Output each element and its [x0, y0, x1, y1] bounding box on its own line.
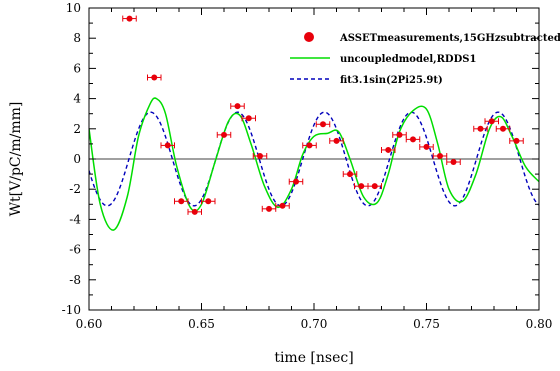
measurement-point [477, 125, 484, 132]
measurement-point [396, 131, 403, 138]
measurement-point [437, 152, 443, 159]
measurement-point [126, 15, 133, 22]
y-tick-label: -2 [69, 182, 81, 196]
y-tick-label: -6 [69, 243, 81, 257]
measurement-point [266, 205, 272, 212]
measurement-point [178, 198, 185, 205]
measurement-point [320, 121, 326, 128]
axes: -10 -8 -6 -4 -2 0 2 4 6 8 10 0.60 0.65 0.70 0.75 0.80 [62, 1, 553, 331]
x-tick-label: 0.80 [526, 317, 553, 331]
x-tick-label: 0.60 [76, 317, 103, 331]
legend-label-fit: fit3.1sin(2Pi25.9t) [340, 75, 443, 86]
measurement-point [245, 115, 252, 122]
y-tick-label: 2 [73, 122, 81, 136]
measurement-point [385, 146, 392, 153]
y-axis-label: Wt[V/pC/m/mm] [8, 102, 24, 217]
legend: ASSETmeasurements,15GHzsubtracted uncoup… [290, 32, 560, 86]
measurement-point [234, 103, 241, 110]
measurement-point [333, 137, 340, 144]
y-tick-label: 0 [73, 152, 81, 166]
measurement-point [164, 142, 171, 149]
measurement-point [306, 142, 313, 149]
measurement-point [221, 131, 227, 138]
x-tick-label: 0.75 [413, 317, 440, 331]
measurement-point [488, 118, 495, 125]
x-tick-label: 0.70 [301, 317, 328, 331]
measurement-point [205, 198, 212, 205]
y-tick-label: 8 [73, 31, 81, 45]
x-tick-label: 0.65 [188, 317, 215, 331]
measurement-point [410, 136, 416, 143]
y-tick-label: 4 [73, 92, 81, 106]
measurement-point [500, 125, 506, 132]
measurement-point [423, 143, 430, 150]
y-tick-label: -8 [69, 273, 81, 287]
x-axis-label: time [nsec] [274, 350, 353, 366]
measurement-point [191, 208, 198, 215]
measurement-point [371, 183, 378, 190]
y-tick-label: -10 [62, 303, 81, 317]
measurement-point [513, 137, 520, 144]
measurement-point [151, 74, 158, 81]
plot-content [89, 15, 539, 231]
measurement-point [358, 183, 365, 190]
legend-marker-measurements [304, 32, 314, 42]
measurement-point [450, 159, 457, 166]
measurement-point [347, 171, 353, 178]
measurement-point [293, 178, 299, 185]
legend-label-measurements: ASSETmeasurements,15GHzsubtracted [339, 33, 560, 44]
measurement-point [257, 152, 263, 159]
y-tick-label: -4 [69, 212, 81, 226]
fit-curve [89, 111, 539, 207]
y-tick-label: 10 [66, 1, 81, 15]
measurement-point [279, 202, 286, 209]
legend-label-model: uncoupledmodel,RDDS1 [340, 54, 476, 65]
y-tick-label: 6 [73, 61, 81, 75]
